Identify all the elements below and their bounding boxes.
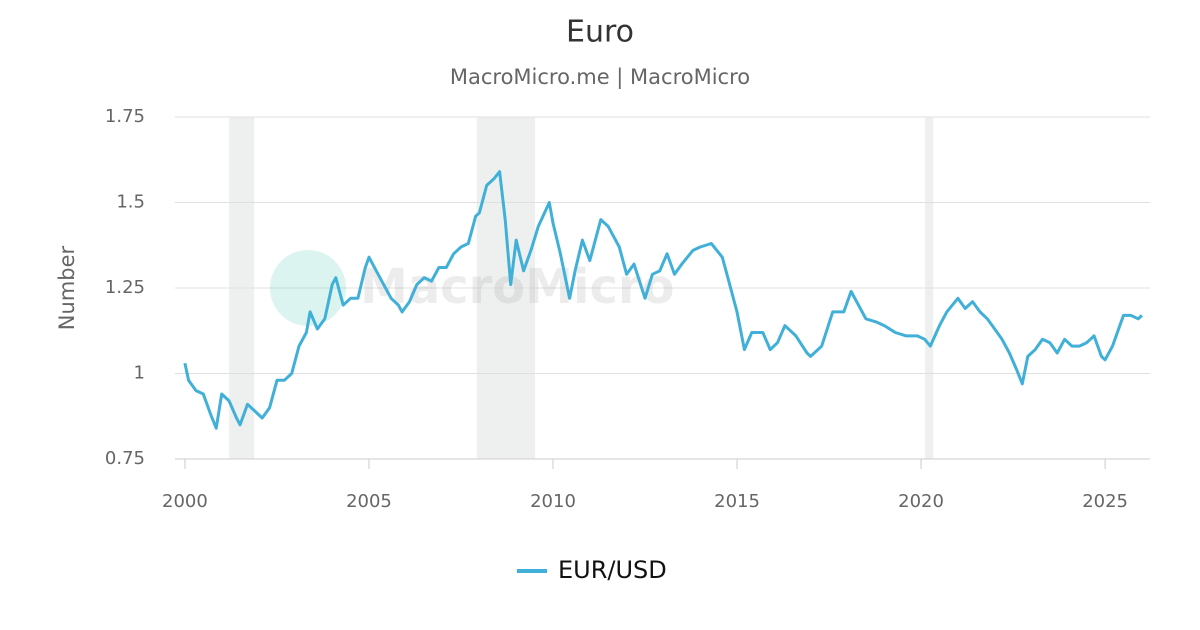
x-tick-label: 2025: [1082, 491, 1128, 512]
y-tick-label: 1.25: [105, 277, 145, 298]
watermark-logo: [270, 250, 346, 326]
x-tick-label: 2020: [898, 491, 944, 512]
y-axis-label: Number: [55, 245, 79, 330]
x-tick-label: 2015: [714, 491, 760, 512]
x-tick-label: 2005: [346, 491, 392, 512]
y-tick-label: 1.75: [105, 106, 145, 127]
y-tick-label: 1.5: [116, 192, 145, 213]
chart-subtitle: MacroMicro.me | MacroMicro: [450, 65, 750, 90]
watermark-text: MacroMicro: [360, 259, 675, 315]
y-tick-label: 1: [134, 363, 145, 384]
x-tick-label: 2000: [162, 491, 208, 512]
chart-title: Euro: [566, 15, 634, 50]
y-tick-label: 0.75: [105, 448, 145, 469]
legend-label: EUR/USD: [558, 556, 667, 584]
data-line: [183, 170, 1143, 430]
x-tick-label: 2010: [530, 491, 576, 512]
